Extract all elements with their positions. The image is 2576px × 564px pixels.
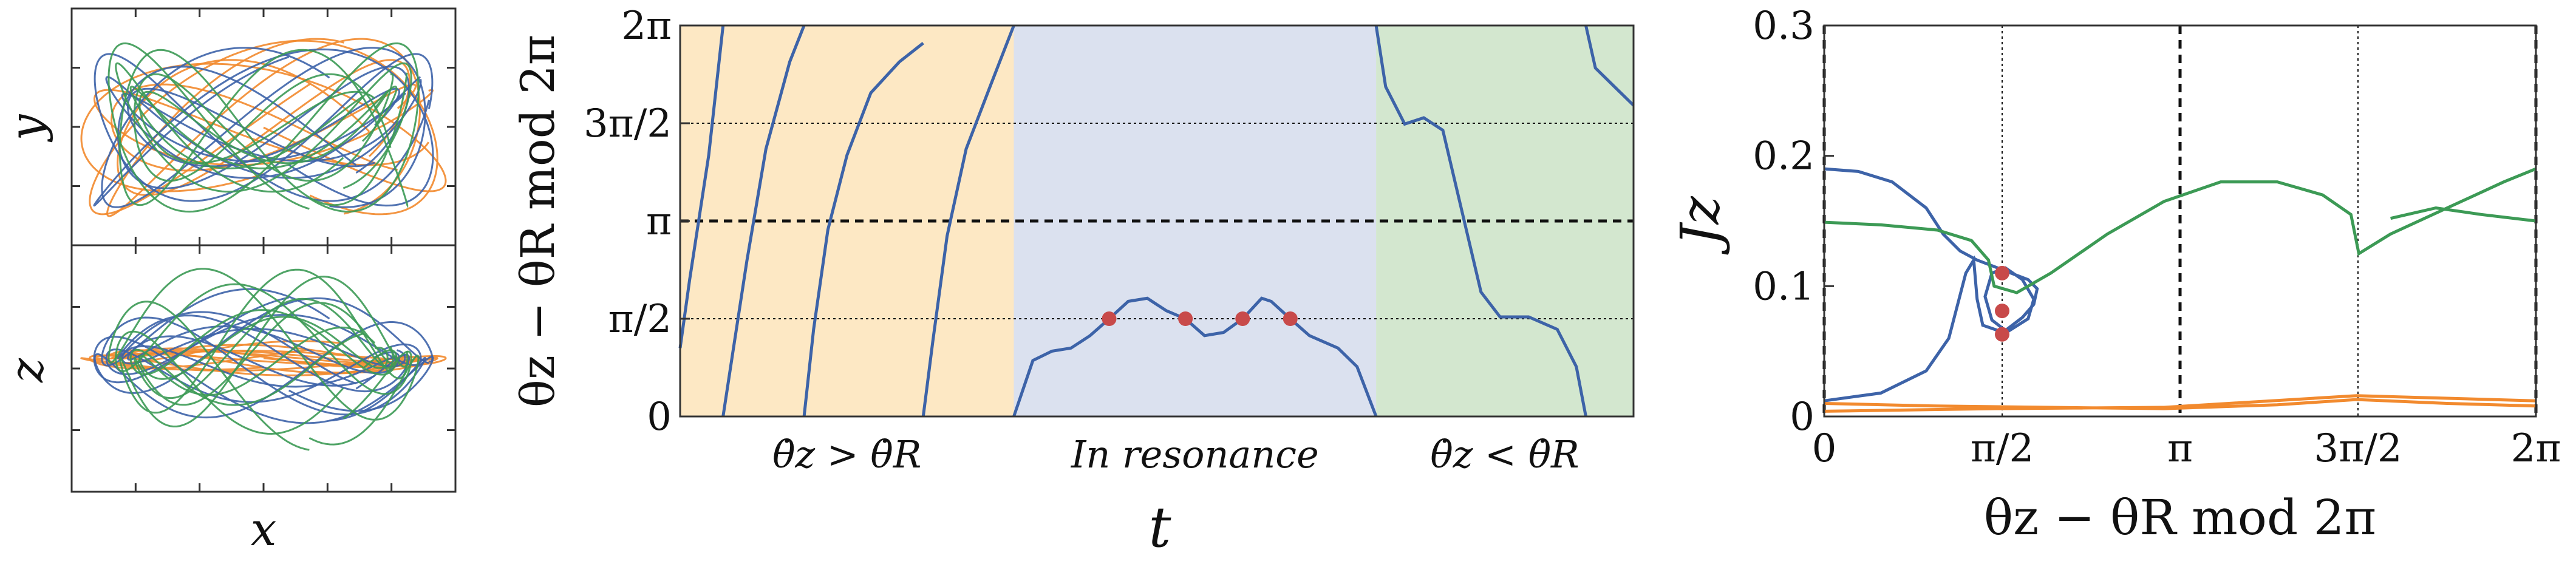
phase-time-panel: 0 π/2 π 3π/2 2π θ̇z > θ̇R In resonance θ̇z < θ… [511,4,1635,560]
regime-labels: θ̇z > θ̇R In resonance θ̇z < θ̇R [772,432,1579,477]
xz-orbit-curve [138,316,389,396]
xz-orbit-curve [105,314,422,403]
z-axis-label: z [0,358,53,383]
xy-projection: y [0,7,457,246]
jz-x-tick-label: 3π/2 [2314,426,2402,471]
phase-y-tick-label: 2π [621,4,672,49]
xz-orbit-curve [118,268,409,427]
orbit-panel: y z x [0,7,457,556]
resonance-marker [1178,311,1193,326]
resonance-marker [1283,311,1298,326]
xy-orbit-curve [138,90,389,165]
xy-orbit-curve [94,53,434,202]
regime-label: In resonance [1071,432,1319,477]
xy-orbit-curve [118,49,409,209]
jz-y-axis-label: Jz [1669,196,1731,255]
jz-x-tick-label: π/2 [1971,426,2034,471]
xz-orbit-curve [133,297,394,406]
xz-orbit-curve [126,325,401,387]
phase-series-line [678,25,1635,417]
xz-orbit-curves [72,245,455,492]
xy-orbit-curve [105,76,422,179]
jz-marker [1995,327,2009,342]
jz-x-tick-label: π [2167,426,2193,471]
jz-marker [1995,304,2009,319]
xy-orbit-curve [111,83,417,172]
phase-x-axis-label: t [1149,495,1172,560]
xy-orbit-curve [133,73,394,182]
xy-orbit-curve [115,62,412,193]
xz-orbit-curve [101,288,426,422]
resonance-marker [1235,311,1250,326]
jz-y-tick-label: 0.3 [1753,4,1814,49]
phase-y-tick-label: π [646,199,672,244]
resonance-marker [1102,311,1117,326]
jz-y-tick-label: 0 [1790,395,1814,440]
y-axis-label: y [0,114,53,142]
resonance-markers [1102,311,1298,326]
xz-orbit-curve [107,268,420,451]
regime-bands [680,25,1634,416]
jz-frame [1823,24,2537,418]
xy-orbit-curve [89,39,438,216]
jz-y-ticks: 0 0.1 0.2 0.3 [1753,4,1834,440]
phase-y-tick-label: 3π/2 [584,101,672,146]
jz-markers [1995,265,2009,342]
phase-y-ticks: 0 π/2 π 3π/2 2π [584,4,690,440]
blue-jz-series-line [1824,167,2039,403]
x-axis-label: x [251,502,277,556]
jz-y-tick-label: 0.1 [1753,264,1814,309]
green-jz-series-line [1824,167,2537,294]
jz-y-tick-label: 0.2 [1753,134,1814,179]
jz-series-lines [1824,167,2537,413]
jz-x-tick-label: 2π [2511,426,2561,471]
xy-orbit-curves [72,8,455,245]
jz-marker [1995,265,2009,280]
regime-label: θ̇z > θ̇R [772,432,921,477]
phase-y-tick-label: π/2 [608,297,672,342]
jz-x-tick-label: 0 [1812,426,1837,471]
jz-x-axis-label: θz − θR mod 2π [1984,489,2376,546]
xy-orbit-curve [107,42,420,213]
regime-label: θ̇z < θ̇R [1430,432,1579,477]
xz-orbit-curve [94,297,434,419]
xz-projection: z x [0,244,457,556]
orange-jz-series-line [1824,394,2537,413]
phase-gridlines [680,123,1634,319]
phase-y-axis-label: θz − θR mod 2π [511,35,565,407]
phase-y-tick-label: 0 [647,395,672,440]
jz-panel: 0 0.1 0.2 0.3 0 π/2 π 3π/2 2π Jz θz − θR mod 2π [1669,4,2561,546]
jz-x-ticks: 0 π/2 π 3π/2 2π [1812,426,2561,471]
jz-gridlines [1822,25,2538,416]
